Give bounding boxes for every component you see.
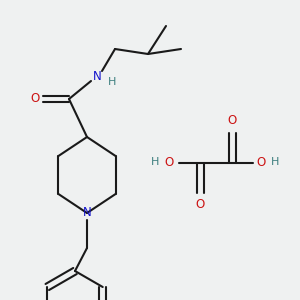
Text: N: N	[93, 70, 101, 83]
Text: H: H	[151, 157, 159, 167]
Text: O: O	[164, 155, 174, 169]
Text: O: O	[30, 92, 40, 106]
Text: H: H	[108, 77, 116, 87]
Text: O: O	[195, 199, 205, 212]
Text: H: H	[271, 157, 279, 167]
Text: N: N	[82, 206, 91, 220]
Text: O: O	[256, 155, 266, 169]
Text: O: O	[227, 115, 237, 128]
